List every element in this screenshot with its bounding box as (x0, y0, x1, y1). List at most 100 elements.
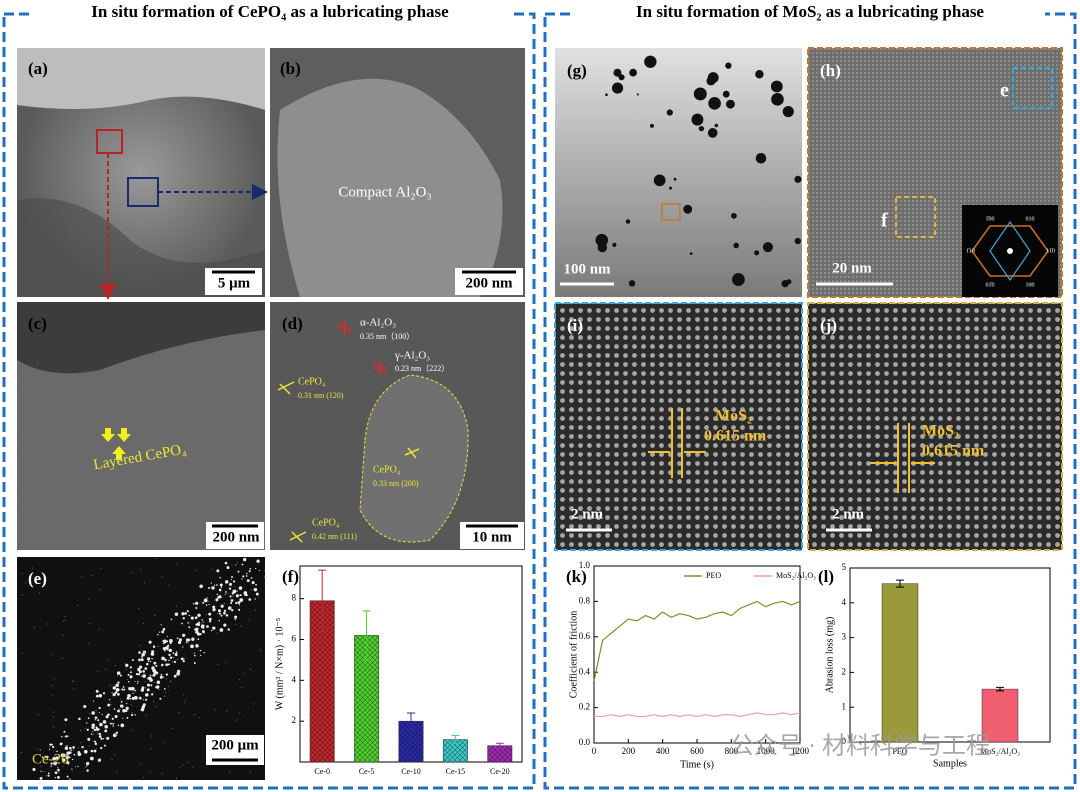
annotation: Ce-20 (32, 751, 69, 767)
x-axis-label: Time (s) (680, 759, 714, 770)
speckle (62, 766, 64, 768)
speckle (127, 693, 131, 698)
speckle (193, 654, 196, 657)
speckle (149, 678, 153, 682)
phase-spacing: 0.33 nm (200) (373, 479, 419, 488)
speckle (71, 758, 74, 761)
speckle (86, 728, 89, 731)
speckle (44, 755, 47, 758)
speckle (182, 633, 186, 637)
speckle (134, 681, 136, 683)
speckle (202, 601, 205, 604)
phase-marker (289, 531, 307, 543)
error-bar (896, 579, 904, 588)
speckle (131, 659, 134, 662)
speckle (134, 714, 136, 716)
speckle (100, 737, 103, 740)
panel-label: (f) (282, 567, 299, 586)
speckle (193, 652, 195, 654)
speckle (235, 623, 237, 625)
speckle (155, 685, 160, 689)
panel-label: (l) (818, 567, 834, 586)
speckle (98, 712, 100, 714)
speckle (208, 603, 210, 606)
particle (754, 250, 760, 256)
particle (698, 125, 705, 132)
roi-box (1012, 67, 1053, 109)
speckle (157, 633, 159, 636)
speckle (234, 619, 236, 621)
charts: 2 4 6 8 W (mm³ / N×m) · 10⁻⁵ Ce-0 Ce-5 Ce-10 Ce-… (274, 560, 1051, 776)
speckle (97, 758, 101, 762)
speckle (86, 765, 88, 767)
speckle (147, 657, 151, 661)
speckle (96, 747, 97, 749)
y-tick-label: 0.8 (579, 595, 591, 605)
speckle (52, 716, 54, 718)
speckle (217, 663, 219, 665)
phase-name: α-Al₂O₃ (360, 317, 396, 329)
particle (628, 280, 636, 287)
speckle (215, 598, 219, 602)
speckle (186, 610, 189, 613)
speckle (200, 624, 205, 629)
speckle (137, 667, 141, 672)
speckle (81, 745, 84, 749)
speckle (50, 770, 52, 771)
speckle (163, 676, 165, 678)
speckle (66, 745, 68, 747)
speckle (225, 591, 227, 593)
arrow-icon (101, 428, 131, 460)
particle (618, 74, 625, 81)
speckle (195, 627, 199, 631)
speckle (57, 768, 60, 772)
annotation: Compact Al₂O₃ (338, 184, 431, 200)
particle (595, 233, 609, 247)
speckle (238, 679, 240, 681)
speckle (92, 700, 95, 702)
speckle (140, 696, 142, 698)
speckle (122, 686, 125, 688)
speckle (220, 604, 224, 608)
speckle (111, 717, 114, 720)
particle (636, 93, 639, 96)
speckle (150, 748, 152, 750)
speckle (158, 631, 161, 633)
speckle (54, 777, 57, 779)
speckle (40, 770, 42, 773)
speckle (64, 619, 66, 621)
speckle (145, 714, 147, 716)
speckle (195, 606, 198, 609)
speckle (245, 575, 248, 577)
speckle (158, 688, 160, 690)
particle (649, 123, 654, 128)
speckle (87, 717, 90, 720)
x-tick-label: 600 (690, 746, 704, 756)
speckle (246, 579, 250, 583)
speckle (151, 657, 153, 660)
speckle (44, 757, 46, 759)
speckle (86, 769, 89, 772)
speckle (132, 712, 134, 713)
speckle (83, 704, 87, 709)
speckle (46, 755, 49, 759)
speckle (163, 643, 165, 645)
speckle (165, 663, 169, 667)
speckle (232, 580, 236, 583)
speckle (139, 763, 141, 765)
speckle (41, 756, 44, 759)
speckle (107, 713, 110, 716)
speckle (126, 702, 128, 705)
speckle (127, 673, 130, 676)
speckle (61, 736, 63, 738)
panel-label: (d) (282, 314, 303, 333)
speckle (36, 748, 38, 750)
speckle (20, 751, 22, 753)
speckle (219, 583, 223, 587)
speckle (52, 695, 54, 697)
speckle (57, 775, 60, 779)
roi-box (96, 129, 123, 154)
speckle (248, 570, 251, 573)
speckle (92, 733, 94, 735)
y-tick-label: 1 (842, 701, 847, 711)
